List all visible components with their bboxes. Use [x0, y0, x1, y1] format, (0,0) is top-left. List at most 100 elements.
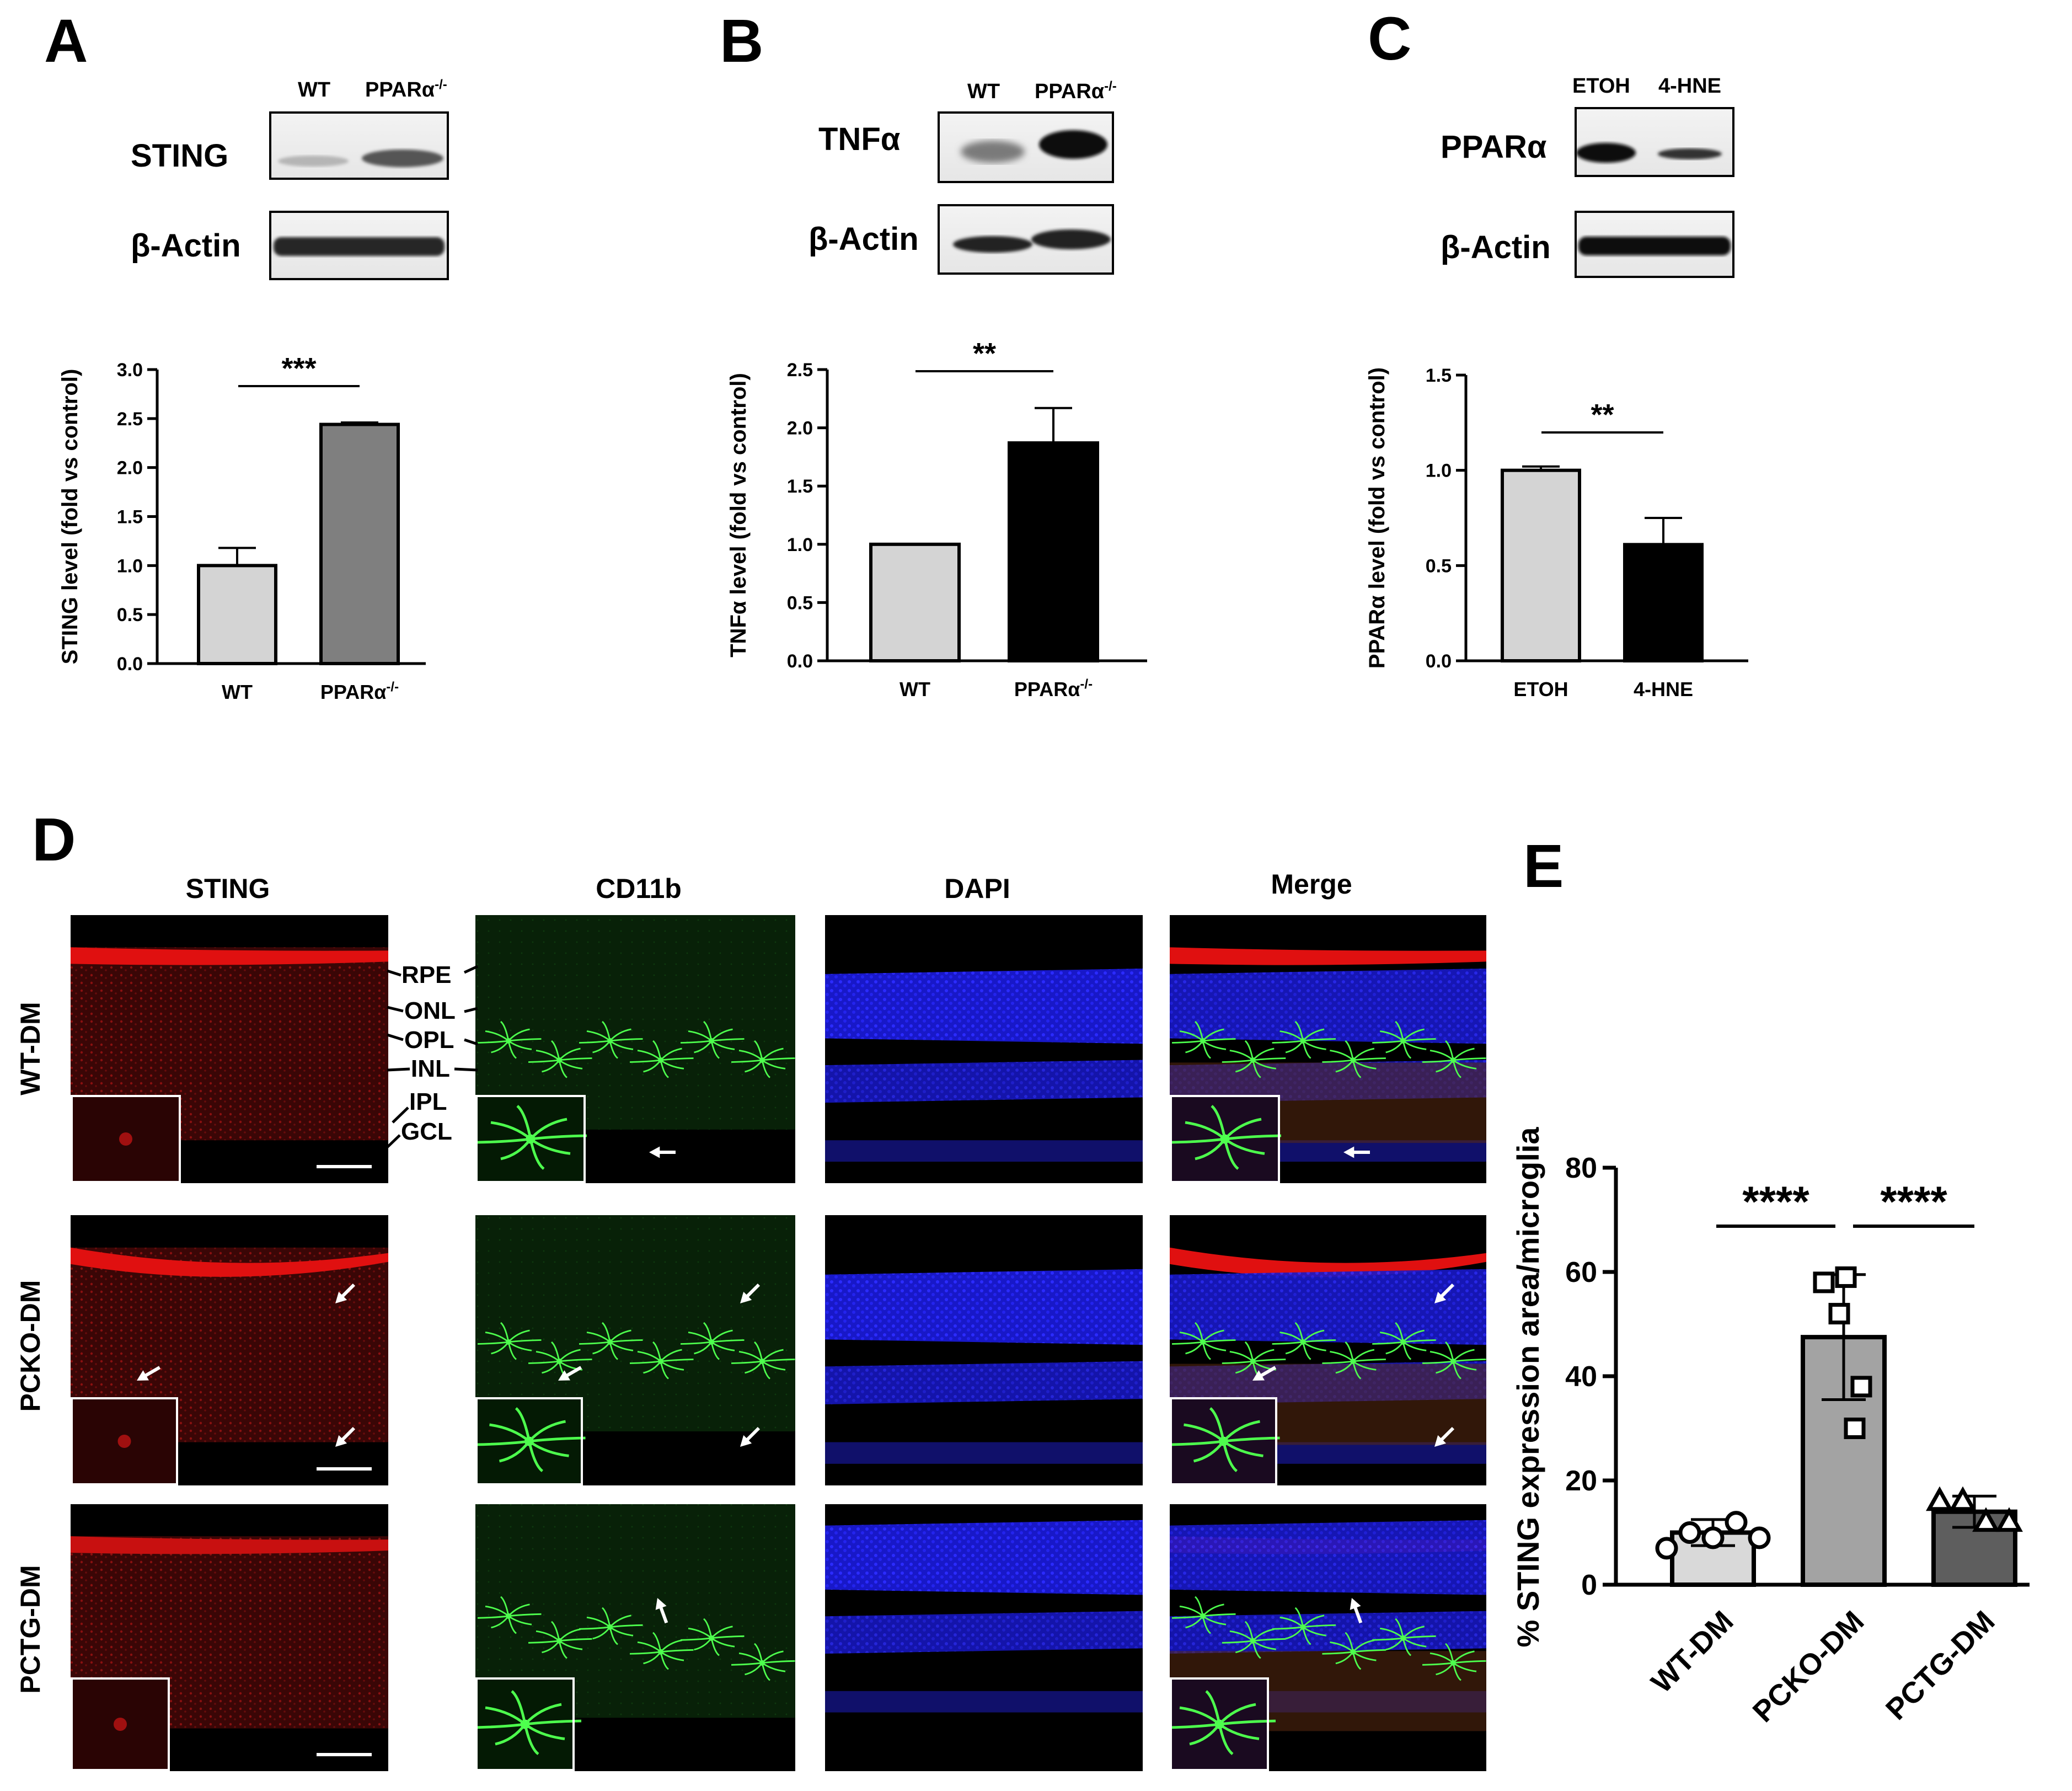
gcl-nuclei	[825, 1691, 1143, 1713]
onl-nuclei	[1170, 968, 1486, 1044]
microglia-cell	[680, 1322, 745, 1360]
microglia-cell	[579, 1607, 643, 1645]
rpe-band	[1170, 1247, 1486, 1277]
onl-nuclei	[1170, 1269, 1486, 1345]
layer-label-ipl: IPL	[409, 1088, 447, 1115]
lane-label-etoh: ETOH	[1572, 74, 1630, 98]
y-tick-label: 1.0	[117, 555, 143, 576]
y-tick-label: 1.5	[787, 476, 813, 497]
blot-label-actin: β-Actin	[809, 221, 919, 257]
data-point	[1678, 1521, 1701, 1544]
panel-letter-c: C	[1368, 5, 1411, 73]
bar	[869, 542, 961, 662]
significance-stars: **	[1591, 398, 1614, 431]
panel-b-blots: WT PPARα-/- TNFα β-Actin	[809, 79, 1117, 275]
microglia-cell	[629, 1040, 694, 1078]
micro-panel-r3-c1	[71, 1504, 388, 1771]
col-head-merge: Merge	[1271, 869, 1352, 900]
layer-label-onl: ONL	[404, 997, 456, 1024]
tissue-texture	[475, 915, 795, 1130]
micro-panel-r1-c1	[71, 915, 388, 1183]
x-category-label: PCTG-DM	[1880, 1605, 2001, 1726]
inset-border	[1170, 1677, 1269, 1771]
blot-label-tnfa: TNFα	[818, 121, 901, 157]
data-point	[1926, 1486, 1953, 1511]
lane-label-wt: WT	[298, 78, 330, 101]
panel-letter-d: D	[32, 806, 76, 874]
y-tick-label: 0.0	[1426, 651, 1452, 672]
chart-c: 0.0 0.5 1.0 1.5 PPARα level (fold vs control…	[1365, 365, 1748, 701]
y-tick-label: 2.5	[787, 360, 813, 381]
blot-label-ppara: PPARα	[1441, 129, 1547, 165]
data-point	[1949, 1486, 1977, 1511]
panel-letter-b: B	[720, 7, 763, 75]
layer-label-opl: OPL	[404, 1027, 454, 1054]
microglia-cell	[1272, 1322, 1336, 1360]
arrow-marker	[335, 1426, 356, 1447]
bar	[1008, 441, 1099, 663]
y-axis-title: PPARα level (fold vs control)	[1365, 367, 1389, 669]
rpe-band	[71, 1247, 388, 1277]
y-axis-title: TNFα level (fold vs control)	[726, 373, 751, 657]
microglia-cell	[477, 1020, 542, 1059]
significance-stars: ***	[281, 352, 316, 385]
blot-tnfa-b	[938, 111, 1114, 183]
microglia-cell	[477, 1322, 542, 1360]
rpe-band	[1170, 947, 1486, 965]
microglia-cell	[1372, 1618, 1436, 1656]
microglia-cell	[1322, 1632, 1386, 1670]
bar	[197, 564, 277, 666]
rpe-band	[71, 1536, 388, 1554]
chart-e: 0 20 40 60 80 % STING expression area/microgl…	[1511, 1127, 2030, 1729]
microglia-cell	[731, 1643, 795, 1681]
x-category-label: 4-HNE	[1634, 678, 1693, 701]
data-point	[1748, 1526, 1771, 1549]
microglia-cell	[1272, 1607, 1336, 1645]
bar	[1623, 543, 1704, 663]
inset-border	[475, 1095, 586, 1183]
inset-border	[1170, 1397, 1277, 1485]
y-tick-label: 0.5	[787, 592, 813, 613]
rpe-band	[71, 947, 388, 965]
zoom-inset	[1170, 1397, 1280, 1485]
micro-panel-r1-c4	[1170, 915, 1486, 1183]
onl-nuclei	[825, 968, 1143, 1044]
y-tick-label: 2.0	[117, 458, 143, 479]
microglia-cell	[1372, 1020, 1436, 1059]
arrow-marker	[740, 1283, 761, 1303]
micro-panel-r1-c3	[825, 915, 1143, 1183]
x-category-label: PPARα-/-	[320, 680, 399, 703]
significance-stars: ****	[1742, 1177, 1809, 1226]
zoom-inset	[475, 1677, 582, 1771]
zoom-inset	[1170, 1095, 1282, 1183]
data-point	[1850, 1376, 1872, 1398]
y-tick-label: 80	[1565, 1152, 1597, 1184]
micro-panel-r3-c3	[825, 1504, 1143, 1771]
microglia-cell	[680, 1020, 745, 1059]
microglia-cell	[1171, 1596, 1236, 1634]
y-tick-label: 0.0	[117, 654, 143, 675]
microglia-cell	[475, 1690, 582, 1755]
layer-leader-lines	[386, 965, 479, 1148]
data-point	[1972, 1507, 2000, 1532]
zoom-inset	[71, 1677, 170, 1771]
y-tick-label: 0	[1581, 1569, 1597, 1601]
microglia-cell	[1272, 1020, 1336, 1059]
bar	[319, 423, 400, 665]
micro-background	[825, 915, 1143, 1183]
y-tick-label: 3.0	[117, 360, 143, 381]
arrow-marker	[1434, 1283, 1455, 1303]
blot-label-actin: β-Actin	[131, 228, 241, 264]
y-tick-label: 1.5	[117, 507, 143, 528]
data-point	[1844, 1418, 1866, 1439]
microglia-cell	[1171, 1322, 1236, 1360]
y-tick-label: 60	[1565, 1257, 1597, 1289]
arrow-marker	[1343, 1146, 1370, 1158]
microglia-cell	[1171, 1020, 1236, 1059]
bar	[1501, 468, 1581, 663]
layer-labels: RPE ONL OPL INL IPL GCL	[386, 961, 479, 1148]
inset-border	[71, 1095, 181, 1183]
micro-panel-r3-c2	[475, 1504, 795, 1771]
y-tick-label: 2.0	[787, 418, 813, 439]
x-category-label: PPARα-/-	[1014, 677, 1093, 701]
